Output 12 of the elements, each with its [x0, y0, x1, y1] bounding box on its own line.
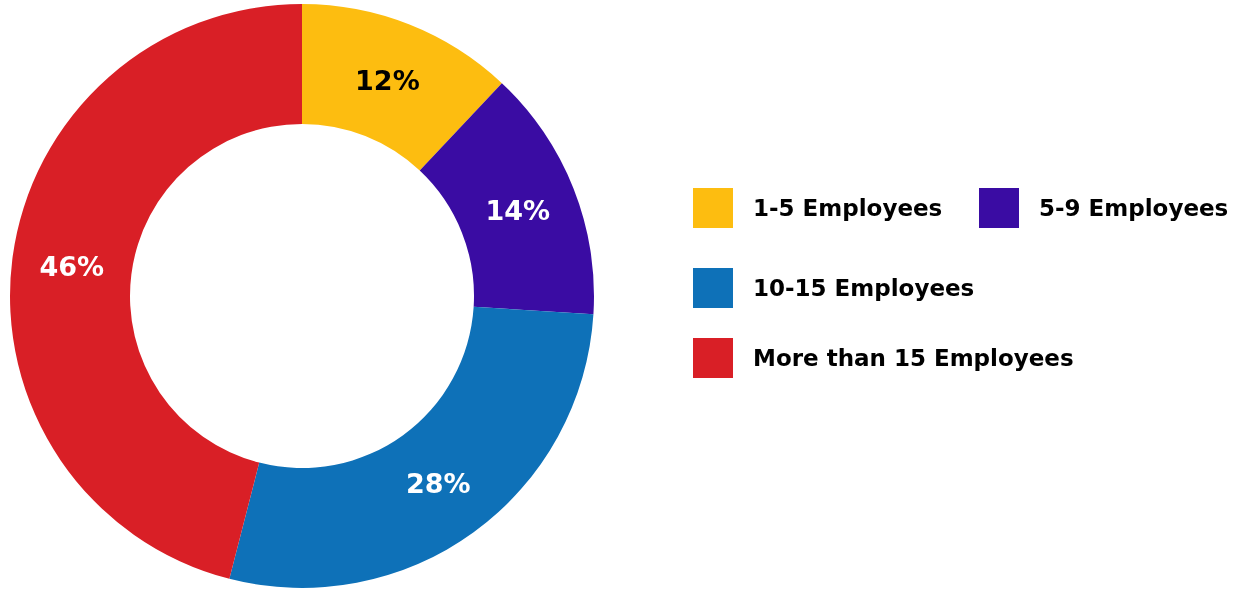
legend-label: 10-15 Employees [753, 275, 975, 301]
data-label: 14% [485, 195, 551, 227]
donut-slice [229, 306, 594, 588]
data-label: 28% [406, 468, 471, 500]
data-label: 46% [39, 251, 105, 283]
data-label: 12% [355, 64, 420, 96]
donut-slice [419, 83, 594, 315]
legend-label: More than 15 Employees [753, 345, 1074, 371]
legend-label: 1-5 Employees [753, 195, 943, 221]
donut-slice [10, 4, 302, 579]
donut-slice [302, 4, 502, 171]
legend-label: 5-9 Employees [1039, 195, 1229, 221]
